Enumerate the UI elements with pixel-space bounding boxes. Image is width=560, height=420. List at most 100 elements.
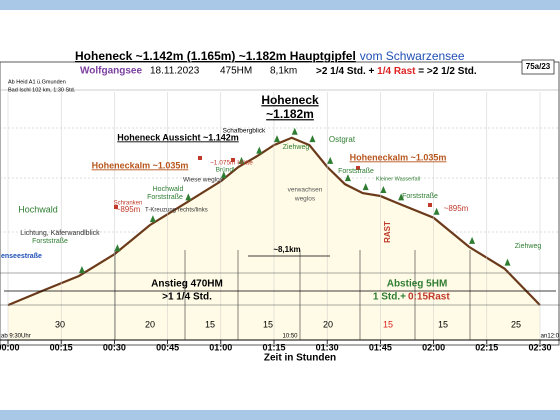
tree [220, 171, 227, 179]
annotation: Hochwald [18, 204, 58, 214]
profile-line [7, 136, 541, 307]
top-band [0, 0, 560, 10]
annotation: Ziehweg [283, 144, 310, 151]
x-tick-label: 01:45 [369, 342, 392, 352]
annotation: enseestraße [1, 253, 42, 260]
tree [309, 135, 316, 143]
rest: 1/4 Rast [377, 66, 416, 77]
segment-minutes: 20 [145, 319, 155, 329]
annotation: Forststraße [147, 194, 183, 201]
segment-minutes: 20 [323, 319, 333, 329]
badge: 75a/23 [526, 62, 551, 71]
annotation: Abstieg 5HM [387, 279, 448, 290]
x-axis-label: Zeit in Stunden [264, 353, 336, 364]
x-tick-label: 00:15 [50, 342, 73, 352]
segment-minutes: 15 [205, 319, 215, 329]
distance: 8,1km [270, 66, 297, 77]
x-tick-label: 01:30 [316, 342, 339, 352]
annotation: RAST [383, 221, 392, 243]
tree [238, 156, 245, 164]
x-tick-label: 00:30 [103, 342, 126, 352]
annotation: Schafbergblick [223, 128, 266, 135]
tree [327, 156, 334, 164]
marker [114, 205, 118, 209]
annotation: Ziehweg [515, 243, 542, 250]
annotation: Hochwald [153, 186, 184, 193]
tree [114, 244, 121, 252]
clock: ab 9:30Uhr [1, 334, 31, 340]
annotation: weglos [294, 196, 316, 203]
annotation: ~895m [444, 204, 469, 213]
marker [231, 158, 235, 162]
annotation: Wiese weglos [183, 177, 224, 184]
tree [362, 183, 369, 191]
annotation: T-Kreuzung rechts/links [145, 208, 208, 214]
x-tick-label: 01:00 [209, 342, 232, 352]
time: >2 1/4 Std. + [316, 66, 377, 77]
annotation: Lichtung, Käferwandlblick [20, 230, 100, 237]
tree [256, 146, 263, 154]
annotation: Bründl [216, 167, 235, 174]
annotation: Schranken [114, 201, 143, 207]
segment-minutes: 15 [438, 319, 448, 329]
annotation: ~895m [116, 205, 141, 214]
annotation: Forststraße [32, 238, 68, 245]
annotation: verwachsen [288, 187, 323, 194]
bottom-band [0, 410, 560, 420]
tree [274, 135, 280, 143]
duration: >2 1/4 Std. + 1/4 Rast = >2 1/2 Std. [316, 66, 477, 77]
tree [504, 258, 511, 266]
date: 18.11.2023 [150, 66, 200, 77]
x-tick-label: 00:45 [156, 342, 179, 352]
tree [433, 207, 440, 215]
annotation: Forststraße [402, 193, 438, 200]
annotation: Hoheneck Aussicht ~1.142m [117, 132, 238, 142]
tree [398, 193, 405, 201]
segment-minutes: 15 [383, 319, 393, 329]
badge-box [521, 59, 555, 75]
segment-minutes: 25 [511, 319, 521, 329]
annotation: ~1.075m Hütte [210, 160, 253, 167]
info: Bad Ischl 102 km, 1:30 Std. [8, 87, 76, 93]
total: = >2 1/2 Std. [416, 66, 477, 77]
x-tick-label: 01:15 [262, 342, 285, 352]
ascent: 475HM [220, 66, 252, 77]
tree [380, 186, 387, 193]
clock: 10:50 [282, 334, 298, 340]
annotation: ~1.182m [266, 107, 314, 121]
annotation: Hoheneck [261, 93, 319, 107]
title-main: Hoheneck ~1.142m (1.165m) ~1.182m Hauptg… [75, 49, 356, 63]
annotation: Hoheneckalm ~1.035m [350, 152, 447, 162]
x-tick-label: 02:30 [528, 342, 551, 352]
tree [469, 236, 476, 244]
annotation: ~8,1km [273, 245, 300, 254]
x-tick-label: 00:00 [0, 342, 20, 352]
tree [78, 266, 85, 273]
annotation: 0:15Rast [408, 292, 450, 303]
annotation: Forststraße [338, 168, 374, 175]
info: Ab Heid A1 ü.Gmunden [8, 79, 66, 85]
annotation: Anstieg 470HM [151, 279, 223, 290]
tree [185, 193, 192, 201]
annotation: >1 1/4 Std. [162, 292, 212, 303]
tree [291, 127, 298, 135]
segment-minutes: 15 [263, 319, 273, 329]
title-from: vom Schwarzensee [360, 49, 465, 63]
tree [344, 174, 351, 182]
annotation: 1 Std.+ [373, 292, 406, 303]
marker [198, 156, 202, 160]
plot-frame [0, 61, 560, 346]
segment-minutes: 30 [55, 319, 65, 329]
annotation: Kleiner Wasserfall [376, 176, 420, 182]
annotation: Hoheneckalm ~1.035m [92, 160, 189, 170]
x-tick-label: 02:00 [422, 342, 445, 352]
start: Wolfgangsee [80, 66, 142, 77]
clock: an12:0 [541, 334, 560, 340]
marker [356, 166, 360, 170]
title: Hoheneck ~1.142m (1.165m) ~1.182m Hauptg… [75, 49, 465, 63]
marker [428, 203, 432, 207]
tree [149, 215, 156, 223]
x-tick-label: 02:15 [475, 342, 498, 352]
annotation: Ostgrat [329, 135, 356, 144]
